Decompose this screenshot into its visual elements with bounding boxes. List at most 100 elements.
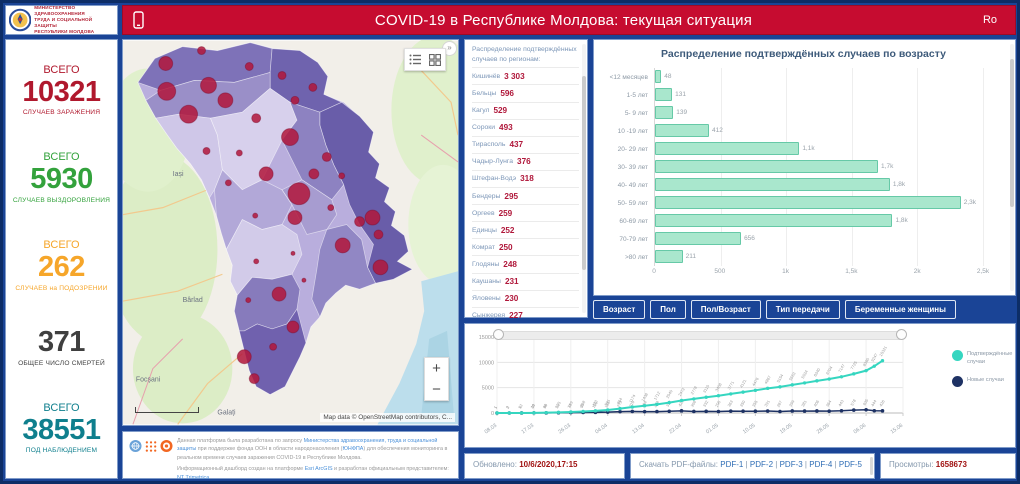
bar[interactable] [655, 160, 879, 173]
pdf-link[interactable]: PDF-5 [838, 460, 863, 469]
stat-caption: СЛУЧАЕВ на ПОДОЗРЕНИИ [15, 284, 108, 292]
case-bubble[interactable] [338, 172, 346, 180]
tab-пол[interactable]: Пол [650, 300, 686, 319]
case-bubble[interactable] [157, 81, 177, 101]
case-bubble[interactable] [308, 82, 318, 92]
language-toggle[interactable]: Ro [982, 14, 997, 26]
regions-scrollbar[interactable] [582, 44, 586, 313]
case-bubble[interactable] [372, 259, 389, 276]
list-item[interactable]: Сороки 493 [472, 118, 579, 136]
case-bubble[interactable] [271, 286, 287, 302]
pdf-link[interactable]: PDF-1 [720, 460, 744, 469]
age-chart-scrollbar[interactable] [1010, 44, 1014, 291]
point-label: 355 [751, 399, 759, 408]
case-bubble[interactable] [158, 56, 174, 71]
timeline-chart[interactable]: 0 5000 10000 15000 08.03 17.03 26.03 04.04 13.04… [467, 325, 945, 447]
list-item[interactable]: Комрат 250 [472, 238, 579, 255]
list-item[interactable]: Каушаны 231 [472, 272, 579, 290]
case-bubble[interactable] [290, 250, 296, 256]
case-bubbles[interactable] [157, 46, 389, 385]
region-value: 493 [499, 123, 513, 133]
case-bubble[interactable] [334, 237, 351, 254]
footer-link[interactable]: ЮНФПА [342, 446, 364, 453]
case-bubble[interactable] [269, 342, 278, 351]
tab-беременные-женщины[interactable]: Беременные женщины [844, 300, 956, 319]
case-bubble[interactable] [258, 166, 274, 182]
case-bubble[interactable] [236, 349, 252, 365]
bar[interactable] [655, 124, 710, 137]
bar[interactable] [655, 232, 742, 245]
legend-item-confirmed[interactable]: Подтверждённые случаи [952, 350, 1014, 367]
case-bubble[interactable] [179, 104, 199, 124]
moldova-map[interactable]: Iași Bârlad Focșani Galați [123, 40, 458, 425]
legend-list-icon[interactable] [409, 54, 421, 65]
case-bubble[interactable] [197, 46, 207, 56]
time-range-slider[interactable] [493, 329, 907, 340]
list-item[interactable]: Кагул 529 [472, 101, 579, 119]
case-bubble[interactable] [244, 62, 254, 71]
list-item[interactable]: Бендеры 295 [472, 187, 579, 204]
bar[interactable] [655, 196, 961, 209]
list-item[interactable]: Бельцы 596 [472, 84, 579, 101]
case-bubble[interactable] [354, 216, 366, 228]
tab-возраст[interactable]: Возраст [593, 300, 646, 319]
case-bubble[interactable] [373, 229, 384, 240]
case-bubble[interactable] [202, 147, 211, 155]
basemap-grid-icon[interactable] [429, 53, 441, 66]
list-item[interactable]: Оргеев 259 [472, 204, 579, 221]
footer-link[interactable]: NT Trimetrica [177, 474, 210, 481]
zoom-out-button[interactable]: − [432, 381, 441, 398]
bar-value-label: 412 [712, 127, 723, 134]
gridline [983, 230, 984, 248]
case-bubble[interactable] [364, 209, 381, 226]
slider-handle-right[interactable] [896, 329, 907, 340]
pdf-link[interactable]: PDF-4 [809, 460, 833, 469]
footer-link[interactable]: Министерства здравоохранения, труда и со… [177, 438, 438, 453]
bar[interactable] [655, 142, 800, 155]
case-bubble[interactable] [327, 204, 335, 212]
pdf-link[interactable]: PDF-2 [749, 460, 774, 469]
bar[interactable] [655, 250, 683, 263]
case-bubble[interactable] [308, 168, 320, 180]
list-item[interactable]: Кишинёв 3 303 [472, 67, 579, 84]
pdf-scrollbar[interactable] [870, 457, 873, 475]
list-item[interactable]: Яловены 230 [472, 289, 579, 307]
case-bubble[interactable] [252, 212, 259, 219]
case-bubble[interactable] [287, 182, 311, 206]
list-item[interactable]: Глодяны 248 [472, 255, 579, 272]
legend-item-new-cases[interactable]: Новые случаи [952, 375, 1014, 387]
slider-handle-left[interactable] [493, 329, 504, 340]
bar[interactable] [655, 70, 662, 83]
list-item[interactable]: Тирасполь 437 [472, 135, 579, 153]
case-bubble[interactable] [235, 149, 243, 157]
case-bubble[interactable] [200, 76, 217, 94]
bar[interactable] [655, 178, 890, 191]
tab-пол-возраст[interactable]: Пол/Возраст [690, 300, 761, 319]
zoom-in-button[interactable]: + [432, 360, 441, 377]
case-bubble[interactable] [248, 373, 260, 385]
bar[interactable] [655, 88, 673, 101]
case-bubble[interactable] [287, 210, 303, 226]
footer-link[interactable]: Esri ArcGIS [304, 466, 333, 473]
list-item[interactable]: Сынжерея 227 [472, 306, 579, 324]
case-bubble[interactable] [321, 151, 332, 162]
case-bubble[interactable] [277, 70, 287, 80]
phone-icon[interactable] [133, 11, 144, 29]
list-item[interactable]: Единцы 252 [472, 221, 579, 238]
list-item[interactable]: Чадыр-Лунга 376 [472, 152, 579, 170]
list-item[interactable]: Штефан-Водэ 318 [472, 169, 579, 187]
bar[interactable] [655, 106, 674, 119]
case-bubble[interactable] [286, 320, 300, 334]
case-bubble[interactable] [290, 95, 300, 105]
case-bubble[interactable] [253, 258, 260, 265]
tab-тип-передачи[interactable]: Тип передачи [765, 300, 840, 319]
case-bubble[interactable] [224, 179, 232, 187]
case-bubble[interactable] [301, 277, 307, 283]
case-bubble[interactable] [245, 297, 252, 304]
case-bubble[interactable] [281, 128, 299, 147]
bar[interactable] [655, 214, 893, 227]
region-name: Тирасполь [472, 141, 506, 149]
case-bubble[interactable] [251, 113, 262, 124]
pdf-link[interactable]: PDF-3 [779, 460, 803, 469]
case-bubble[interactable] [217, 92, 234, 109]
